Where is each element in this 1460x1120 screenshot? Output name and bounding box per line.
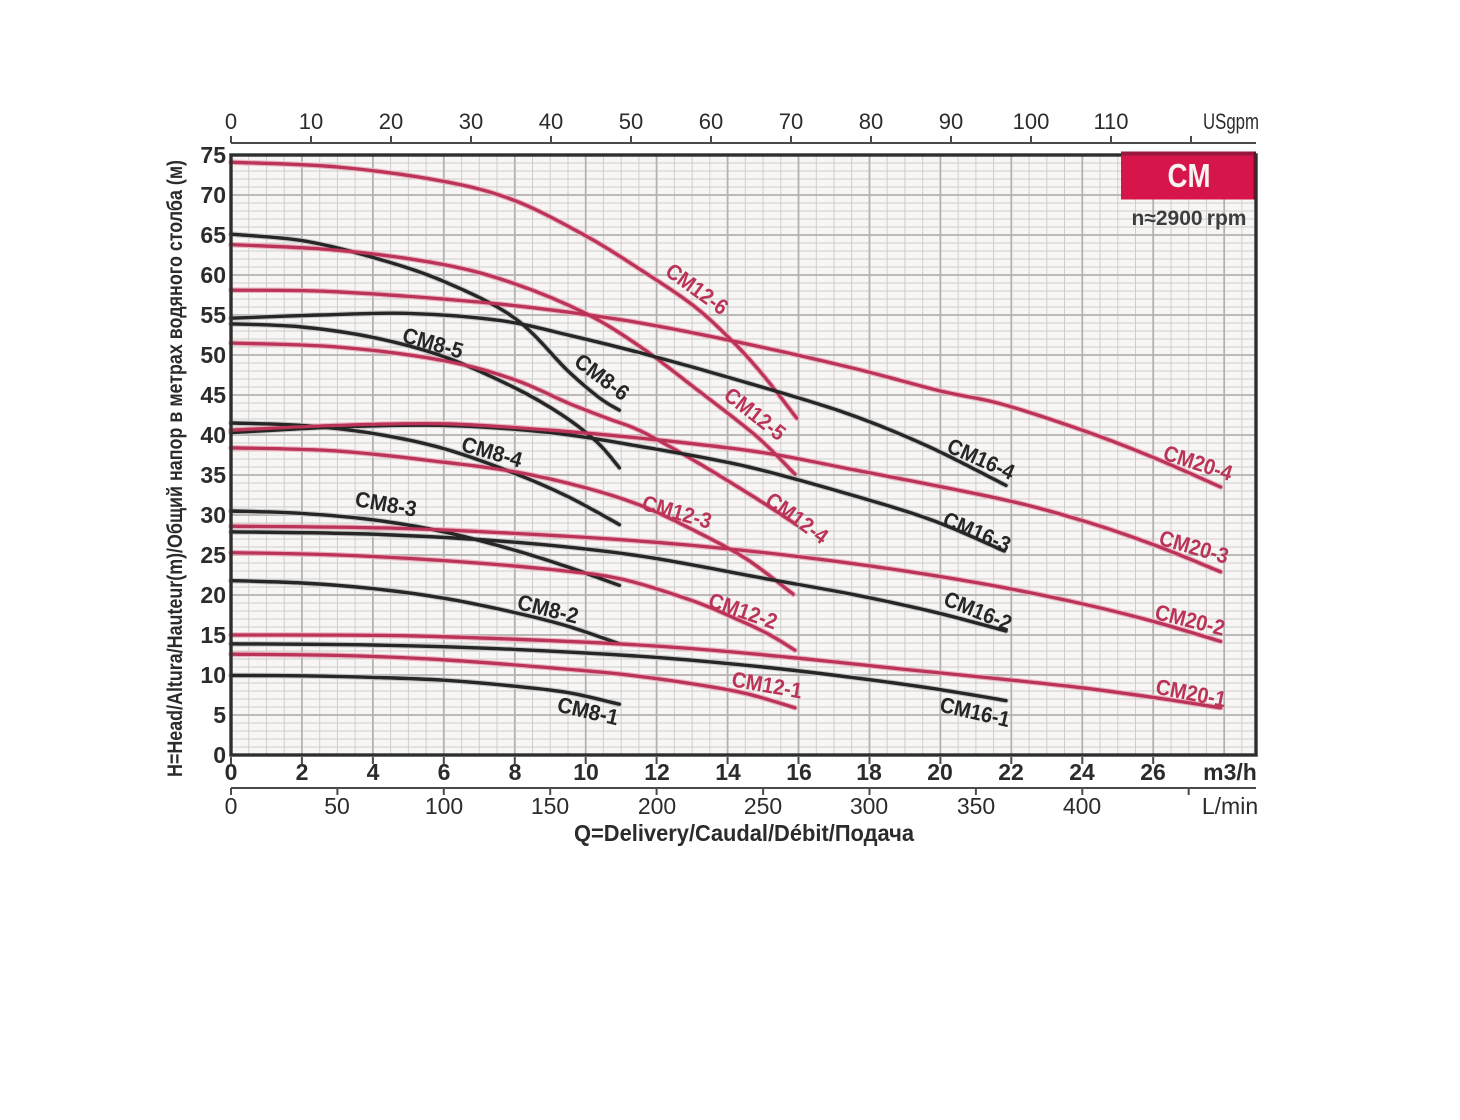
svg-text:50: 50 (619, 109, 643, 134)
svg-text:55: 55 (200, 302, 226, 328)
svg-text:0: 0 (225, 793, 238, 819)
svg-text:75: 75 (200, 142, 226, 168)
svg-text:12: 12 (644, 759, 670, 785)
svg-text:40: 40 (200, 422, 226, 448)
svg-text:26: 26 (1140, 759, 1166, 785)
svg-text:4: 4 (367, 759, 380, 785)
svg-text:110: 110 (1093, 109, 1128, 134)
svg-text:70: 70 (200, 182, 226, 208)
svg-text:100: 100 (425, 793, 463, 819)
svg-text:6: 6 (438, 759, 451, 785)
svg-text:70: 70 (779, 109, 803, 134)
svg-text:40: 40 (539, 109, 563, 134)
svg-text:350: 350 (957, 793, 995, 819)
svg-text:18: 18 (856, 759, 882, 785)
svg-text:0: 0 (225, 109, 237, 134)
svg-text:150: 150 (531, 793, 569, 819)
svg-text:10: 10 (299, 109, 323, 134)
svg-text:USgpm: USgpm (1203, 109, 1259, 134)
svg-text:14: 14 (715, 759, 741, 785)
svg-text:CM: CM (1168, 157, 1211, 194)
svg-text:L/min: L/min (1202, 793, 1258, 819)
svg-text:8: 8 (509, 759, 522, 785)
svg-text:24: 24 (1069, 759, 1095, 785)
svg-text:400: 400 (1063, 793, 1101, 819)
svg-text:20: 20 (379, 109, 403, 134)
svg-text:30: 30 (459, 109, 483, 134)
svg-text:10: 10 (200, 662, 226, 688)
svg-text:50: 50 (200, 342, 226, 368)
svg-text:30: 30 (200, 502, 226, 528)
svg-text:300: 300 (850, 793, 888, 819)
svg-text:60: 60 (699, 109, 723, 134)
svg-text:H=Head/Altura/Hauteur(m)/Общий: H=Head/Altura/Hauteur(m)/Общий напор в м… (163, 160, 187, 777)
svg-text:10: 10 (573, 759, 599, 785)
svg-text:0: 0 (225, 759, 238, 785)
svg-text:m3/h: m3/h (1203, 759, 1257, 785)
svg-text:16: 16 (786, 759, 812, 785)
svg-text:100: 100 (1013, 109, 1050, 134)
svg-text:250: 250 (744, 793, 782, 819)
svg-text:n≈2900 rpm: n≈2900 rpm (1132, 207, 1247, 230)
svg-text:0: 0 (213, 742, 226, 768)
svg-text:60: 60 (200, 262, 226, 288)
svg-text:2: 2 (296, 759, 309, 785)
svg-text:35: 35 (200, 462, 226, 488)
svg-text:65: 65 (200, 222, 226, 248)
svg-text:50: 50 (324, 793, 350, 819)
svg-text:20: 20 (200, 582, 226, 608)
svg-text:80: 80 (859, 109, 883, 134)
svg-text:25: 25 (200, 542, 226, 568)
svg-text:22: 22 (998, 759, 1024, 785)
svg-text:90: 90 (939, 109, 963, 134)
svg-text:200: 200 (638, 793, 676, 819)
svg-text:5: 5 (213, 702, 226, 728)
svg-text:15: 15 (200, 622, 226, 648)
svg-text:45: 45 (200, 382, 226, 408)
svg-text:20: 20 (927, 759, 953, 785)
svg-text:Q=Delivery/Caudal/Débit/Подача: Q=Delivery/Caudal/Débit/Подача (574, 820, 914, 846)
